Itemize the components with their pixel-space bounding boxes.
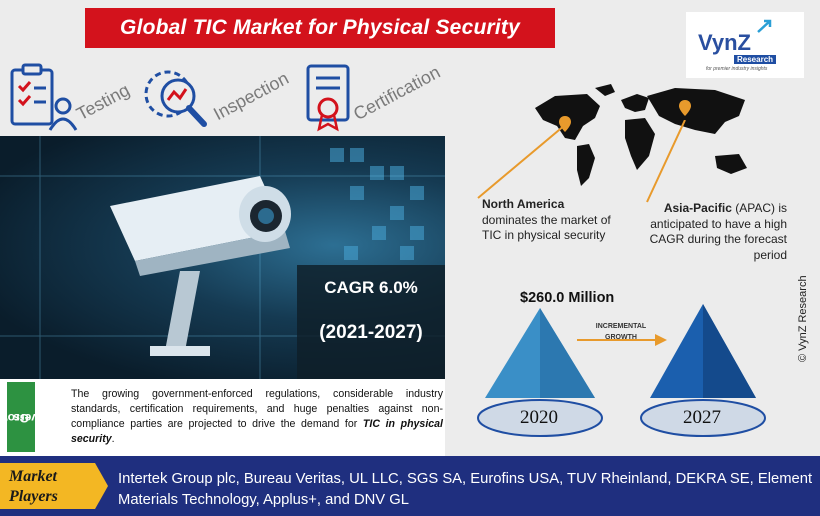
growth-drivers-main: The growing government-enforced regulati… [71, 388, 443, 430]
pedestal-2020 [477, 399, 603, 437]
logo-arrow-icon [757, 19, 772, 33]
growth-drivers-text: The growing government-enforced regulati… [71, 387, 443, 447]
apac-callout: Asia-Pacific (APAC) is anticipated to ha… [634, 201, 787, 263]
logo-tagline: for premier industry insights [706, 66, 768, 72]
growth-pyramids [477, 304, 766, 437]
vynz-logo [686, 12, 804, 78]
world-map-icon [535, 84, 747, 186]
north-america-name: North America [482, 197, 565, 211]
camera-illustration [0, 136, 445, 379]
year-2027: 2027 [683, 407, 721, 428]
apac-text: (APAC) is anticipated to have a high CAG… [649, 201, 787, 262]
cagr-value: CAGR 6.0% [324, 278, 418, 297]
checklist-user-icon [10, 63, 78, 131]
north-america-callout: North America dominates the market of TI… [482, 197, 622, 244]
incremental-label-1: INCREMENTAL [595, 323, 647, 330]
market-players-bar [0, 456, 820, 516]
market-players-badge-line2: Players [9, 488, 58, 505]
growth-drivers-end: . [111, 433, 115, 445]
market-value-label: $260.0 Million [520, 290, 615, 306]
logo-wordmark: VynZ [698, 30, 751, 55]
apac-name: Asia-Pacific [663, 201, 732, 215]
market-players-list: Intertek Group plc, Bureau Veritas, UL L… [118, 471, 813, 508]
page-title: Global TIC Market for Physical Security [120, 16, 520, 39]
incremental-growth-label: INCREMENTAL GROWTH [586, 321, 656, 343]
growth-drivers-tab: GrowthDrivers [0, 382, 55, 452]
incremental-label-2: GROWTH [605, 334, 637, 341]
growth-drivers-emphasis: TIC in physical security [71, 418, 443, 445]
market-players-badge-line1: Market [9, 468, 57, 485]
market-players-badge: Market Players [0, 463, 108, 509]
title-banner: Global TIC Market for Physical Security [85, 8, 555, 48]
north-america-text: dominates the market of TIC in physical … [482, 212, 611, 243]
cagr-box [297, 265, 445, 379]
growth-drivers-tab-line2: Drivers [13, 410, 55, 425]
logo-subtitle: Research [734, 55, 777, 64]
copyright-text: © VynZ Research [797, 275, 809, 362]
cagr-period: (2021-2027) [319, 322, 423, 343]
certificate-icon [306, 64, 350, 132]
gear-magnifier-icon [144, 70, 207, 127]
growth-drivers-section [0, 379, 445, 456]
callout-lines [477, 120, 686, 203]
pedestal-2027 [640, 399, 766, 437]
year-2020: 2020 [520, 407, 558, 428]
